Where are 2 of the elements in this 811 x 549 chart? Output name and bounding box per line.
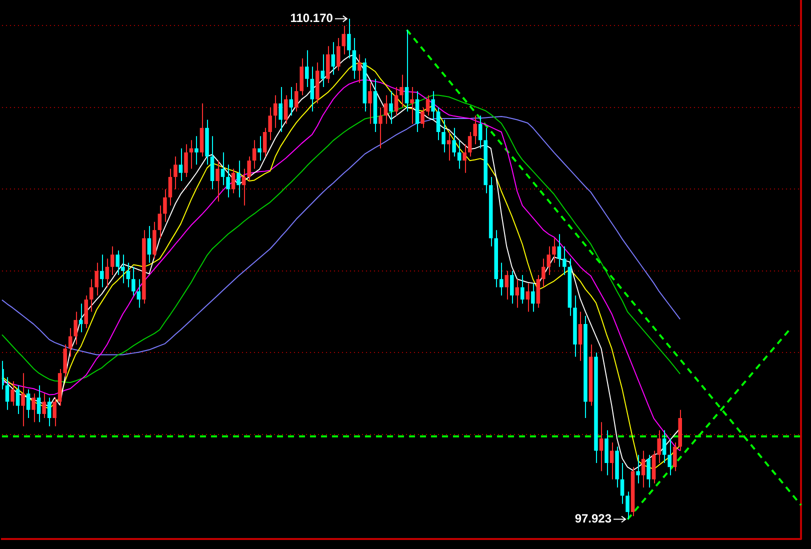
annotation: 97.923 (574, 512, 612, 526)
annotation: 110.170 (290, 11, 334, 26)
